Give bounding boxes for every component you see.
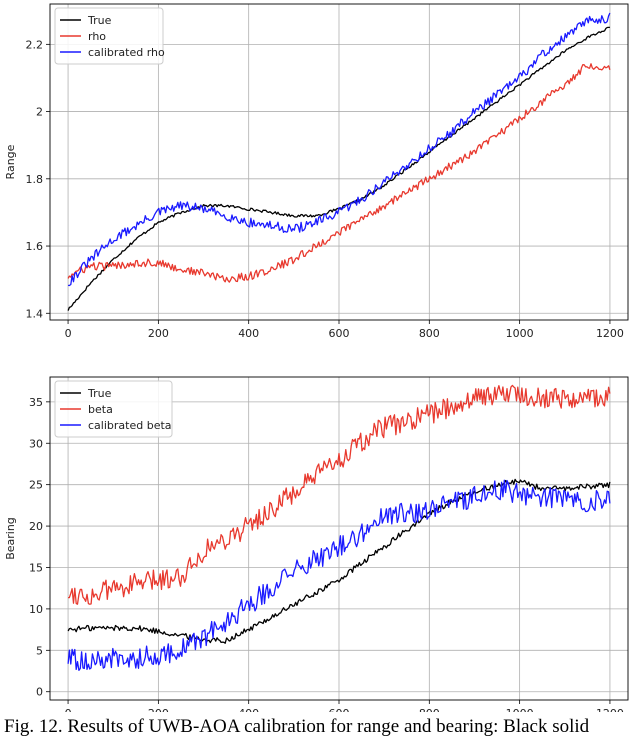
x-tick-label: 800	[419, 707, 440, 712]
y-axis-label: Range	[4, 144, 17, 179]
x-tick-label: 1000	[506, 327, 534, 340]
y-tick-label: 25	[29, 479, 43, 492]
x-tick-label: 200	[148, 327, 169, 340]
x-tick-label: 0	[65, 327, 72, 340]
chart-2: 0 200 400 600 800 1000 1200 0 5 10 15 20 25 30 35 Beari…	[4, 376, 629, 712]
y-tick-label: 30	[29, 437, 43, 450]
y-tick-label: 2	[36, 106, 43, 119]
legend-label: True	[87, 387, 112, 400]
y-tick-label: 5	[36, 644, 43, 657]
x-tick-label: 400	[238, 707, 259, 712]
series-line-calibrated-beta	[67, 479, 611, 671]
legend-label: calibrated rho	[88, 46, 165, 59]
x-tick-label: 400	[238, 327, 259, 340]
x-tick-label: 1200	[596, 707, 624, 712]
legend: True beta calibrated beta	[54, 380, 173, 438]
legend-label: beta	[88, 403, 113, 416]
legend-label: rho	[88, 30, 106, 43]
y-tick-label: 2.2	[26, 38, 44, 51]
legend-box	[54, 380, 173, 438]
series-line-rho	[67, 63, 611, 283]
legend-label: True	[87, 14, 112, 27]
x-tick-label: 1000	[506, 707, 534, 712]
y-tick-label: 1.8	[26, 173, 44, 186]
x-tick-label: 800	[419, 327, 440, 340]
series-line-true	[67, 478, 611, 644]
x-tick-label: 0	[65, 707, 72, 712]
figure-caption: Fig. 12. Results of UWB-AOA calibration …	[4, 716, 590, 737]
legend: True rho calibrated rho	[54, 7, 165, 65]
y-tick-label: 0	[36, 686, 43, 699]
y-tick-label: 20	[29, 520, 43, 533]
figure: 0 200 400 600 800 1000 12001.41.61.822.2RangeT…	[4, 3, 629, 712]
y-axis-label: Bearing	[4, 517, 17, 560]
y-tick-label: 15	[29, 561, 43, 574]
x-tick-label: 1200	[596, 327, 624, 340]
series-line-calibrated-rho	[68, 12, 611, 287]
series-line-beta	[68, 384, 611, 605]
chart-1: 0 200 400 600 800 1000 1200 1.4 1.6 1.8 2 2.2 Range T…	[4, 3, 629, 340]
x-tick-label: 600	[329, 707, 350, 712]
y-tick-label: 35	[29, 396, 43, 409]
legend-label: calibrated beta	[88, 419, 172, 432]
y-tick-label: 1.4	[26, 307, 44, 320]
y-tick-label: 10	[29, 603, 43, 616]
legend-box	[54, 7, 164, 65]
x-tick-label: 600	[329, 327, 350, 340]
x-tick-label: 200	[148, 707, 169, 712]
y-tick-label: 1.6	[26, 240, 44, 253]
